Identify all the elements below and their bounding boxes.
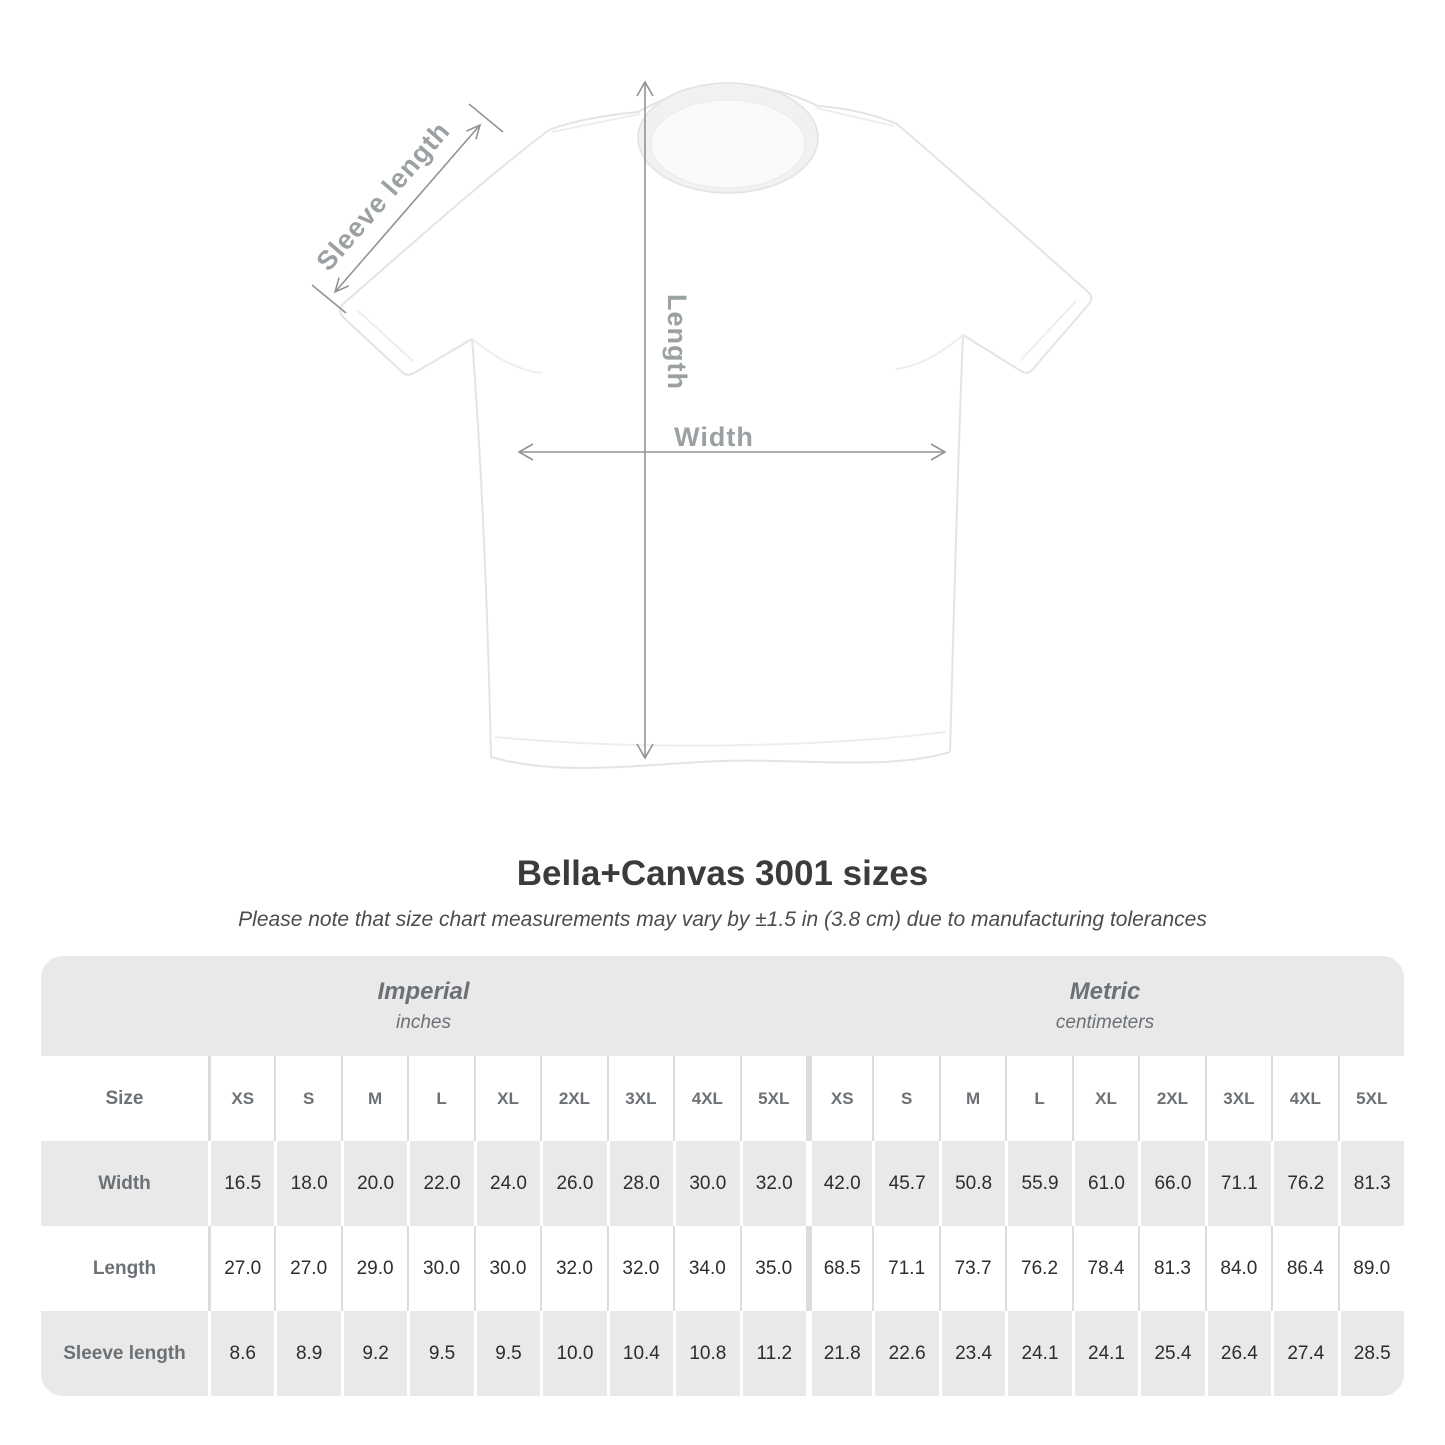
size-col-header: S [872,1056,939,1142]
imperial-unit: inches [396,1012,451,1034]
size-col-header: 3XL [606,1056,674,1142]
table-cell: 23.4 [938,1311,1006,1397]
size-col-header: 4XL [1271,1056,1338,1142]
table-cell: 28.0 [606,1141,674,1227]
tshirt-seams [356,107,1077,747]
table-cell: 32.0 [540,1226,607,1312]
metric-label: Metric [1069,978,1141,1006]
size-col-header: XL [1071,1056,1139,1142]
table-cell: 66.0 [1138,1141,1205,1227]
size-col-header: XL [473,1056,541,1142]
size-col-header: M [340,1056,408,1142]
table-cell: 27.0 [208,1226,275,1312]
table-cell: 20.0 [340,1141,408,1227]
table-cell: 24.1 [1071,1311,1139,1397]
table-cell: 73.7 [938,1226,1006,1312]
metric-unit: centimeters [1055,1012,1155,1034]
table-cell: 9.5 [473,1311,541,1397]
table-cell: 78.4 [1071,1226,1139,1312]
size-col-header: 5XL [1337,1056,1404,1142]
table-cell: 35.0 [739,1226,806,1312]
table-cell: 10.8 [673,1311,740,1397]
length-dimension-arrow [636,80,654,760]
page-title: Bella+Canvas 3001 sizes [516,854,929,893]
table-cell: 10.0 [540,1311,607,1397]
tolerance-note: Please note that size chart measurements… [238,908,1207,932]
tshirt-illustration [339,82,1093,769]
table-cell: 89.0 [1337,1226,1404,1312]
table-cell: 26.4 [1204,1311,1272,1397]
table-cell: 28.5 [1337,1311,1404,1397]
table-cell: 27.4 [1271,1311,1338,1397]
table-cell: 61.0 [1071,1141,1139,1227]
table-cell: 30.0 [673,1141,740,1227]
table-cell: 16.5 [208,1141,275,1227]
table-cell: 8.6 [208,1311,275,1397]
table-cell: 55.9 [1005,1141,1072,1227]
table-cell: 30.0 [473,1226,541,1312]
metric-section-header: Metric centimeters [805,956,1404,1057]
sleeve-dimension-arrow [311,103,504,314]
table-cell: 76.2 [1005,1226,1072,1312]
width-row-label: Width [41,1141,208,1227]
table-cell: 42.0 [805,1141,873,1227]
table-cell: 9.2 [340,1311,408,1397]
table-cell: 24.1 [1005,1311,1072,1397]
sleeve-row-label: Sleeve length [41,1311,208,1397]
length-label: Length [662,294,692,390]
table-cell: 81.3 [1337,1141,1404,1227]
table-cell: 10.4 [606,1311,674,1397]
table-cell: 71.1 [872,1226,939,1312]
table-cell: 27.0 [274,1226,341,1312]
table-cell: 71.1 [1204,1141,1272,1227]
table-cell: 22.6 [872,1311,939,1397]
size-col-header: 3XL [1204,1056,1272,1142]
table-cell: 25.4 [1138,1311,1205,1397]
table-cell: 21.8 [805,1311,873,1397]
size-row-label: Size [41,1056,208,1142]
table-cell: 81.3 [1138,1226,1205,1312]
table-cell: 8.9 [274,1311,341,1397]
size-col-header: L [407,1056,474,1142]
size-col-header: L [1005,1056,1072,1142]
table-cell: 32.0 [739,1141,806,1227]
length-row-label: Length [41,1226,208,1312]
size-col-header: XS [805,1056,873,1142]
table-cell: 11.2 [739,1311,806,1397]
table-cell: 84.0 [1204,1226,1272,1312]
table-cell: 24.0 [473,1141,541,1227]
imperial-label: Imperial [377,978,470,1006]
table-cell: 50.8 [938,1141,1006,1227]
table-cell: 29.0 [340,1226,408,1312]
table-cell: 30.0 [407,1226,474,1312]
width-dimension-arrow [517,443,947,461]
table-cell: 18.0 [274,1141,341,1227]
tshirt-diagram: Sleeve length Length Width [311,80,1093,769]
table-cell: 68.5 [805,1226,873,1312]
width-label: Width [674,422,754,452]
table-cell: 26.0 [540,1141,607,1227]
size-table: Imperial inches Metric centimeters Size … [41,956,1404,1397]
size-col-header: XS [208,1056,275,1142]
size-col-header: 5XL [739,1056,806,1142]
size-col-header: M [938,1056,1006,1142]
size-col-header: S [274,1056,341,1142]
size-col-header: 2XL [540,1056,607,1142]
size-col-header: 2XL [1138,1056,1205,1142]
tshirt-body [339,84,1093,769]
table-cell: 86.4 [1271,1226,1338,1312]
size-col-header: 4XL [673,1056,740,1142]
table-cell: 9.5 [407,1311,474,1397]
imperial-section-header: Imperial inches [41,956,806,1057]
table-cell: 34.0 [673,1226,740,1312]
tshirt-collar-inner [650,99,806,189]
table-cell: 45.7 [872,1141,939,1227]
table-cell: 22.0 [407,1141,474,1227]
table-cell: 32.0 [606,1226,674,1312]
table-cell: 76.2 [1271,1141,1338,1227]
